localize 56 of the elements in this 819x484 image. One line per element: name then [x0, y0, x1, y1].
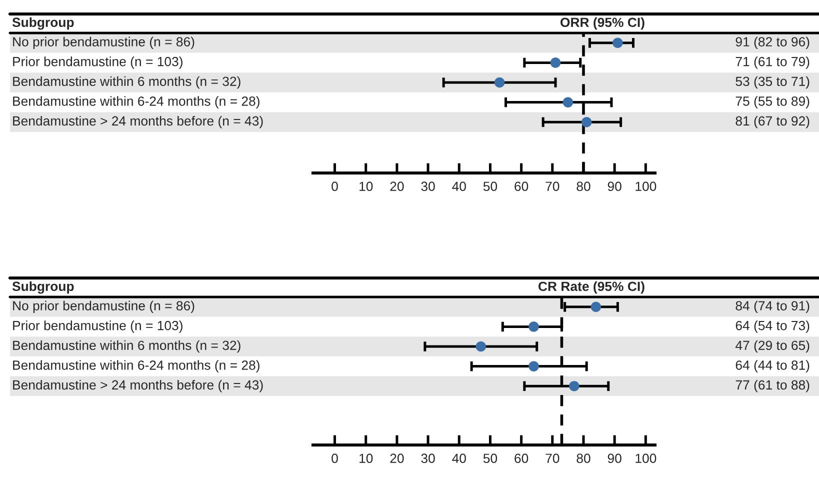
x-tick-label: 20: [390, 182, 404, 192]
y-tick-label: Prior bendamustine (n = 103): [13, 320, 182, 333]
y-axis-title: Subgroup: [12, 281, 74, 294]
x-tick-label: 100: [636, 182, 656, 192]
y-axis-title: Subgroup: [12, 17, 74, 30]
point: [562, 97, 574, 108]
y-tick-label: No prior bendamustine (n = 86): [13, 36, 194, 50]
x-tick-label: 0: [332, 454, 338, 464]
chart-title: CR Rate (95% CI): [538, 281, 644, 294]
x-tick-label: 80: [576, 182, 590, 192]
data-label: 81 (67 to 92): [736, 116, 810, 128]
y-tick-label: Bendamustine within 6 months (n = 32): [13, 76, 240, 89]
x-tick-label: 30: [421, 454, 435, 464]
y-tick-label: Bendamustine > 24 months before (n = 43): [13, 380, 263, 392]
point: [569, 380, 580, 392]
x-tick-label: 10: [360, 454, 373, 464]
data-label: 91 (82 to 96): [736, 36, 810, 50]
x-tick-label: 60: [514, 182, 528, 192]
data-label: 77 (61 to 88): [736, 380, 810, 392]
y-tick-label: Bendamustine within 6-24 months (n = 28): [13, 96, 260, 108]
point: [612, 38, 623, 48]
data-label: 53 (35 to 71): [736, 76, 810, 89]
x-tick-label: 40: [452, 182, 466, 192]
x-tick-label: 40: [452, 454, 466, 464]
data-label: 84 (74 to 91): [736, 300, 810, 314]
y-tick-label: Bendamustine within 6-24 months (n = 28): [13, 360, 260, 372]
y-tick-label: Bendamustine within 6 months (n = 32): [13, 340, 240, 353]
x-tick-label: 70: [546, 454, 560, 464]
x-tick-label: 50: [483, 454, 498, 464]
y-tick-label: No prior bendamustine (n = 86): [13, 300, 194, 314]
x-tick-label: 20: [390, 454, 404, 464]
data-label: 64 (54 to 73): [736, 320, 810, 333]
chart-title: ORR (95% CI): [560, 17, 644, 30]
data-label: 47 (29 to 65): [735, 340, 810, 353]
data-label: 71 (61 to 79): [736, 56, 810, 69]
x-tick-label: 10: [360, 182, 373, 192]
point: [494, 77, 505, 88]
x-tick-label: 0: [332, 182, 338, 192]
point: [550, 58, 561, 68]
data-label: 75 (55 to 89): [736, 96, 810, 108]
point: [528, 322, 539, 332]
y-tick-label: Prior bendamustine (n = 103): [13, 56, 182, 69]
x-tick-label: 60: [514, 454, 528, 464]
x-tick-label: 50: [483, 182, 498, 192]
point: [590, 302, 602, 312]
point: [528, 361, 539, 372]
y-tick-label: Bendamustine > 24 months before (n = 43): [13, 116, 263, 128]
data-label: 64 (44 to 81): [736, 360, 810, 372]
x-tick-label: 70: [546, 182, 560, 192]
point: [581, 116, 592, 128]
x-tick-label: 100: [636, 454, 656, 464]
point: [476, 341, 486, 352]
x-tick-label: 30: [421, 182, 435, 192]
x-tick-label: 90: [608, 454, 622, 464]
x-tick-label: 90: [608, 182, 622, 192]
x-tick-label: 80: [576, 454, 590, 464]
